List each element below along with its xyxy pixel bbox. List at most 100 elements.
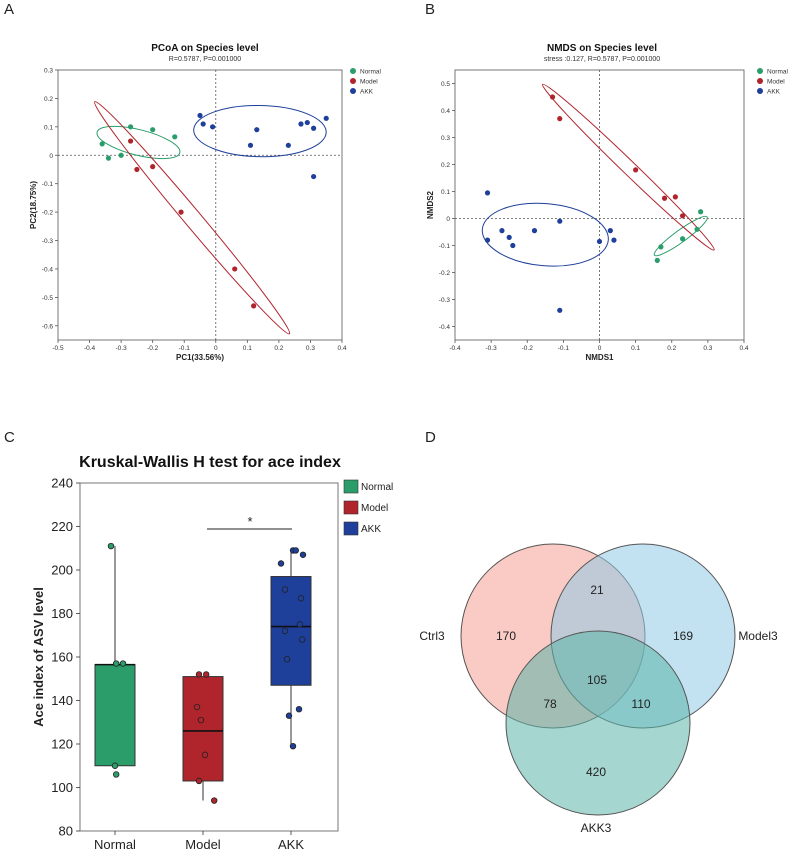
legend-label-model: Model bbox=[767, 79, 785, 86]
y-tick-label: 220 bbox=[51, 519, 73, 534]
panel-letter: D bbox=[425, 429, 436, 446]
x-tick-label: -0.1 bbox=[558, 345, 570, 352]
data-point-model bbox=[195, 671, 203, 678]
point-normal bbox=[694, 226, 700, 232]
y-tick-label: -0.1 bbox=[42, 181, 54, 188]
point-normal bbox=[172, 134, 178, 140]
y-tick-label: -0.2 bbox=[42, 210, 54, 217]
legend-label-model: Model bbox=[361, 503, 388, 514]
y-tick-label: -0.4 bbox=[439, 324, 451, 331]
y-tick-label: 100 bbox=[51, 780, 73, 795]
data-point-akk bbox=[283, 655, 291, 663]
significance-label: * bbox=[247, 514, 252, 529]
point-model bbox=[633, 167, 639, 173]
legend-swatch-normal bbox=[343, 479, 359, 494]
point-normal bbox=[658, 244, 664, 250]
x-tick-label: -0.5 bbox=[52, 345, 64, 352]
y-tick-label: 0 bbox=[446, 216, 450, 223]
data-point-akk bbox=[297, 595, 305, 602]
legend-marker-akk bbox=[350, 88, 356, 94]
x-tick-label: AKK bbox=[278, 837, 304, 852]
y-tick-label: -0.5 bbox=[42, 295, 54, 302]
data-point-akk bbox=[281, 586, 289, 593]
y-tick-label: 0.2 bbox=[441, 162, 450, 169]
y-axis-label: PC2(18.75%) bbox=[29, 181, 38, 229]
point-model bbox=[134, 166, 140, 173]
point-model bbox=[661, 195, 668, 201]
plot-frame bbox=[57, 69, 343, 341]
panel-letter: C bbox=[4, 429, 15, 446]
confidence-ellipse-akk bbox=[481, 202, 609, 267]
x-tick-label: 0.2 bbox=[274, 345, 283, 352]
data-point-normal bbox=[112, 660, 120, 667]
y-tick-label: -0.6 bbox=[42, 323, 54, 330]
point-akk bbox=[607, 228, 613, 234]
y-tick-label: 240 bbox=[51, 476, 73, 491]
data-point-akk bbox=[277, 560, 285, 567]
x-axis-label: PC1(33.56%) bbox=[176, 353, 224, 362]
point-akk bbox=[484, 237, 491, 243]
x-tick-label: Model bbox=[185, 837, 221, 852]
y-tick-label: 0.4 bbox=[441, 108, 450, 115]
point-akk bbox=[304, 119, 310, 126]
data-point-normal bbox=[111, 762, 119, 769]
y-tick-label: -0.3 bbox=[439, 297, 451, 304]
x-tick-label: 0.1 bbox=[631, 345, 640, 352]
data-point-model bbox=[195, 777, 203, 785]
point-model bbox=[150, 164, 156, 170]
x-tick-label: 0.1 bbox=[243, 345, 252, 352]
x-tick-label: 0.4 bbox=[337, 345, 346, 352]
legend-marker-model bbox=[757, 78, 763, 84]
point-model bbox=[679, 213, 686, 219]
point-normal bbox=[654, 257, 660, 263]
venn-count-model-only: 169 bbox=[673, 629, 693, 643]
point-normal bbox=[698, 209, 704, 215]
x-tick-label: -0.2 bbox=[147, 345, 159, 352]
venn-count-model-akk: 110 bbox=[631, 697, 650, 711]
data-point-model bbox=[202, 671, 210, 678]
point-akk bbox=[200, 121, 206, 127]
legend-label-normal: Normal bbox=[361, 482, 393, 493]
panel-letter: B bbox=[425, 1, 435, 18]
point-akk bbox=[557, 307, 563, 313]
box-normal bbox=[94, 664, 136, 767]
x-tick-label: 0.4 bbox=[739, 345, 748, 352]
point-model bbox=[557, 116, 563, 122]
data-point-model bbox=[197, 716, 205, 724]
x-tick-label: -0.4 bbox=[449, 345, 461, 352]
point-normal bbox=[679, 236, 686, 242]
chart-title: Kruskal-Wallis H test for ace index bbox=[79, 454, 341, 471]
y-tick-label: -0.3 bbox=[42, 238, 54, 245]
point-akk bbox=[298, 121, 304, 127]
point-akk bbox=[596, 238, 603, 245]
point-akk bbox=[611, 237, 617, 243]
x-tick-label: -0.2 bbox=[522, 345, 534, 352]
point-akk bbox=[247, 142, 254, 148]
point-akk bbox=[311, 125, 317, 131]
data-point-akk bbox=[295, 706, 303, 713]
point-akk bbox=[197, 112, 203, 119]
legend-label-akk: AKK bbox=[767, 89, 781, 96]
y-tick-label: 0.2 bbox=[44, 96, 53, 103]
legend-swatch-model bbox=[343, 500, 359, 515]
x-tick-label: -0.3 bbox=[486, 345, 498, 352]
point-model bbox=[672, 194, 678, 200]
x-tick-label: -0.3 bbox=[116, 345, 128, 352]
point-akk bbox=[323, 115, 329, 121]
point-normal bbox=[150, 127, 156, 133]
point-akk bbox=[210, 124, 216, 130]
x-tick-label: -0.1 bbox=[179, 345, 191, 352]
legend-label-normal: Normal bbox=[767, 69, 789, 76]
venn-set-label-ctrl3: Ctrl3 bbox=[419, 629, 445, 643]
y-tick-label: 120 bbox=[51, 737, 73, 752]
y-tick-label: -0.1 bbox=[439, 243, 451, 250]
x-tick-label: Normal bbox=[94, 837, 136, 852]
point-model bbox=[232, 266, 238, 272]
legend-swatch-akk bbox=[343, 521, 359, 536]
confidence-ellipse-akk bbox=[193, 105, 327, 158]
panel-letter: A bbox=[4, 1, 14, 18]
point-akk bbox=[254, 127, 260, 133]
confidence-ellipse-normal bbox=[653, 215, 708, 257]
venn-count-ctrl-model: 21 bbox=[590, 583, 604, 597]
